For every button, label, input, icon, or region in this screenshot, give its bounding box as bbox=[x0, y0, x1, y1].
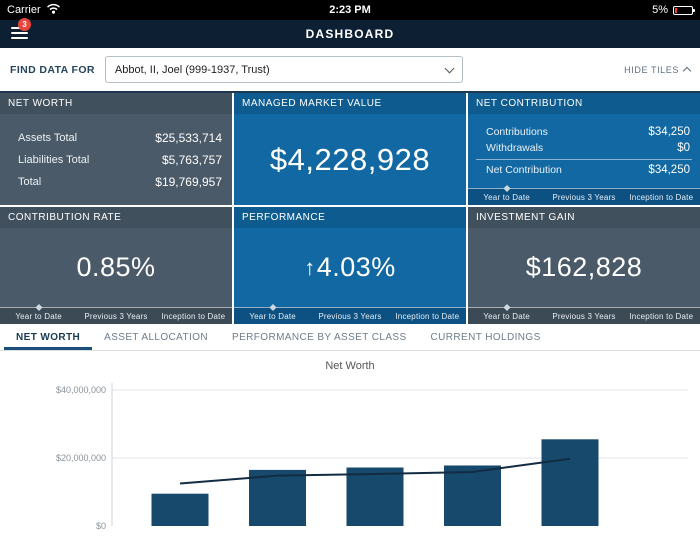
net-worth-row-liabilities: Liabilities Total $5,763,757 bbox=[0, 149, 232, 171]
net-worth-row-assets: Assets Total $25,533,714 bbox=[0, 127, 232, 149]
tile-net-contribution: NET CONTRIBUTION Contributions $34,250 W… bbox=[468, 93, 700, 205]
menu-button[interactable]: 3 bbox=[11, 18, 31, 41]
tab-net-worth[interactable]: NET WORTH bbox=[4, 324, 93, 350]
tile-title: NET WORTH bbox=[0, 93, 232, 114]
tile-title: MANAGED MARKET VALUE bbox=[234, 93, 466, 114]
performance-value: 4.03% bbox=[316, 252, 396, 282]
page-title: DASHBOARD bbox=[305, 27, 395, 41]
tile-investment-gain: INVESTMENT GAIN $162,828 Year to Date Pr… bbox=[468, 207, 700, 324]
carrier-label: Carrier bbox=[7, 4, 41, 16]
chevron-up-icon bbox=[682, 66, 692, 76]
status-bar: Carrier 2:23 PM 5% bbox=[0, 0, 700, 20]
tile-performance: PERFORMANCE ↑ 4.03% Year to Date Previou… bbox=[234, 207, 466, 324]
kv-label: Liabilities Total bbox=[18, 153, 90, 166]
period-tab-inception-to-date[interactable]: Inception to Date bbox=[161, 311, 226, 321]
notification-badge: 3 bbox=[18, 18, 31, 31]
up-arrow-icon: ↑ bbox=[304, 254, 316, 280]
net-contribution-row-net: Net Contribution $34,250 bbox=[476, 159, 692, 178]
find-data-bar: FIND DATA FOR Abbot, II, Joel (999-1937,… bbox=[0, 48, 700, 93]
svg-text:$40,000,000: $40,000,000 bbox=[56, 385, 106, 395]
period-tab-previous-3-years[interactable]: Previous 3 Years bbox=[84, 311, 148, 321]
period-tab-previous-3-years[interactable]: Previous 3 Years bbox=[552, 192, 616, 202]
tab-performance-by-asset-class[interactable]: PERFORMANCE BY ASSET CLASS bbox=[232, 332, 407, 343]
kv-value: $19,769,957 bbox=[155, 174, 222, 189]
entity-select[interactable]: Abbot, II, Joel (999-1937, Trust) bbox=[104, 56, 463, 83]
period-tab-inception-to-date[interactable]: Inception to Date bbox=[629, 311, 694, 321]
svg-text:$0: $0 bbox=[96, 521, 106, 531]
hide-tiles-button[interactable]: HIDE TILES bbox=[624, 64, 692, 76]
kv-label: Net Contribution bbox=[486, 164, 562, 176]
period-tabs: Year to Date Previous 3 Years Inception … bbox=[468, 184, 700, 205]
svg-text:$20,000,000: $20,000,000 bbox=[56, 453, 106, 463]
period-tab-inception-to-date[interactable]: Inception to Date bbox=[395, 311, 460, 321]
tile-title: INVESTMENT GAIN bbox=[468, 207, 700, 228]
chevron-down-icon bbox=[444, 63, 455, 73]
tile-value: ↑ 4.03% bbox=[234, 228, 466, 307]
nav-bar: 3 DASHBOARD bbox=[0, 18, 700, 48]
net-contribution-row-withdrawals: Withdrawals $0 bbox=[468, 140, 700, 156]
period-tab-year-to-date[interactable]: Year to Date bbox=[483, 311, 530, 321]
period-tab-inception-to-date[interactable]: Inception to Date bbox=[629, 192, 694, 202]
period-tabs: Year to Date Previous 3 Years Inception … bbox=[234, 303, 466, 324]
tile-value: 0.85% bbox=[76, 252, 156, 282]
period-tab-year-to-date[interactable]: Year to Date bbox=[15, 311, 62, 321]
kv-value: $34,250 bbox=[648, 164, 690, 176]
battery-percent: 5% bbox=[652, 4, 668, 16]
chart-title: Net Worth bbox=[325, 360, 375, 372]
wifi-icon bbox=[46, 3, 61, 17]
tile-title: NET CONTRIBUTION bbox=[468, 93, 700, 114]
tile-value: $4,228,928 bbox=[269, 141, 431, 177]
hide-tiles-label: HIDE TILES bbox=[624, 64, 679, 75]
period-tab-year-to-date[interactable]: Year to Date bbox=[249, 311, 296, 321]
kv-label: Assets Total bbox=[18, 131, 78, 144]
period-tab-year-to-date[interactable]: Year to Date bbox=[483, 192, 530, 202]
tile-title: CONTRIBUTION RATE bbox=[0, 207, 232, 228]
net-worth-row-total: Total $19,769,957 bbox=[0, 171, 232, 193]
tab-asset-allocation[interactable]: ASSET ALLOCATION bbox=[104, 332, 208, 343]
tile-title: PERFORMANCE bbox=[234, 207, 466, 228]
section-tabs: NET WORTH ASSET ALLOCATION PERFORMANCE B… bbox=[0, 324, 700, 351]
entity-select-value: Abbot, II, Joel (999-1937, Trust) bbox=[114, 63, 270, 76]
find-data-label: FIND DATA FOR bbox=[10, 63, 95, 76]
kv-label: Total bbox=[18, 175, 42, 188]
tile-contribution-rate: CONTRIBUTION RATE 0.85% Year to Date Pre… bbox=[0, 207, 232, 324]
net-worth-chart: $40,000,000 $20,000,000 $0 bbox=[56, 383, 688, 531]
kv-value: $0 bbox=[677, 142, 690, 154]
period-tab-previous-3-years[interactable]: Previous 3 Years bbox=[318, 311, 382, 321]
kv-label: Contributions bbox=[486, 126, 548, 138]
kv-value: $25,533,714 bbox=[155, 130, 222, 145]
kv-value: $5,763,757 bbox=[161, 152, 222, 167]
tab-current-holdings[interactable]: CURRENT HOLDINGS bbox=[430, 332, 541, 343]
tile-value: $162,828 bbox=[525, 252, 643, 282]
clock: 2:23 PM bbox=[329, 4, 371, 16]
net-worth-chart-section: Net Worth $40,000,000 $20,000,000 $0 bbox=[0, 351, 700, 547]
period-tab-previous-3-years[interactable]: Previous 3 Years bbox=[552, 311, 616, 321]
kv-value: $34,250 bbox=[648, 126, 690, 138]
dashboard-tiles: NET WORTH Assets Total $25,533,714 Liabi… bbox=[0, 93, 700, 324]
kv-label: Withdrawals bbox=[486, 142, 544, 154]
tile-managed-market-value: MANAGED MARKET VALUE $4,228,928 bbox=[234, 93, 466, 205]
tile-net-worth: NET WORTH Assets Total $25,533,714 Liabi… bbox=[0, 93, 232, 205]
period-tabs: Year to Date Previous 3 Years Inception … bbox=[0, 303, 232, 324]
battery-icon bbox=[673, 5, 695, 15]
period-tabs: Year to Date Previous 3 Years Inception … bbox=[468, 303, 700, 324]
net-contribution-row-contributions: Contributions $34,250 bbox=[468, 124, 700, 140]
